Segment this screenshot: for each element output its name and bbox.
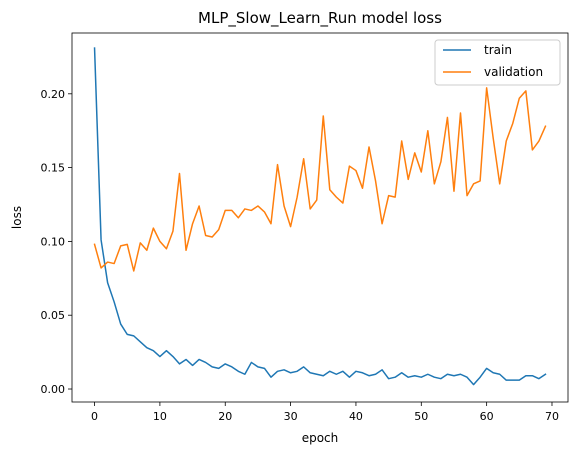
- y-axis-label: loss: [10, 206, 24, 229]
- y-tick-label: 0.10: [41, 235, 66, 248]
- legend-label-train: train: [484, 43, 512, 57]
- y-tick-label: 0.20: [41, 88, 66, 101]
- chart-title: MLP_Slow_Learn_Run model loss: [198, 9, 442, 28]
- x-tick-label: 30: [284, 410, 298, 423]
- x-tick-label: 40: [349, 410, 363, 423]
- x-axis-label: epoch: [302, 431, 339, 445]
- y-tick-label: 0.05: [41, 309, 66, 322]
- x-tick-label: 50: [414, 410, 428, 423]
- y-tick-label: 0.15: [41, 162, 66, 175]
- x-tick-label: 70: [545, 410, 559, 423]
- x-ticks: 0 10 20 30 40 50 60 70: [91, 402, 559, 423]
- y-tick-label: 0.00: [41, 383, 66, 396]
- y-ticks: 0.00 0.05 0.10 0.15 0.20: [41, 88, 72, 396]
- series-layer: [93, 47, 547, 386]
- x-tick-label: 60: [480, 410, 494, 423]
- x-tick-label: 10: [153, 410, 167, 423]
- series-line-train: [93, 47, 547, 386]
- legend-box: [434, 39, 561, 86]
- legend: train validation: [434, 39, 561, 86]
- x-tick-label: 20: [218, 410, 232, 423]
- series-line-validation: [93, 87, 547, 272]
- axes-frame: [71, 32, 569, 403]
- legend-label-validation: validation: [484, 65, 543, 79]
- plot-area: [72, 33, 568, 402]
- x-tick-label: 0: [91, 410, 98, 423]
